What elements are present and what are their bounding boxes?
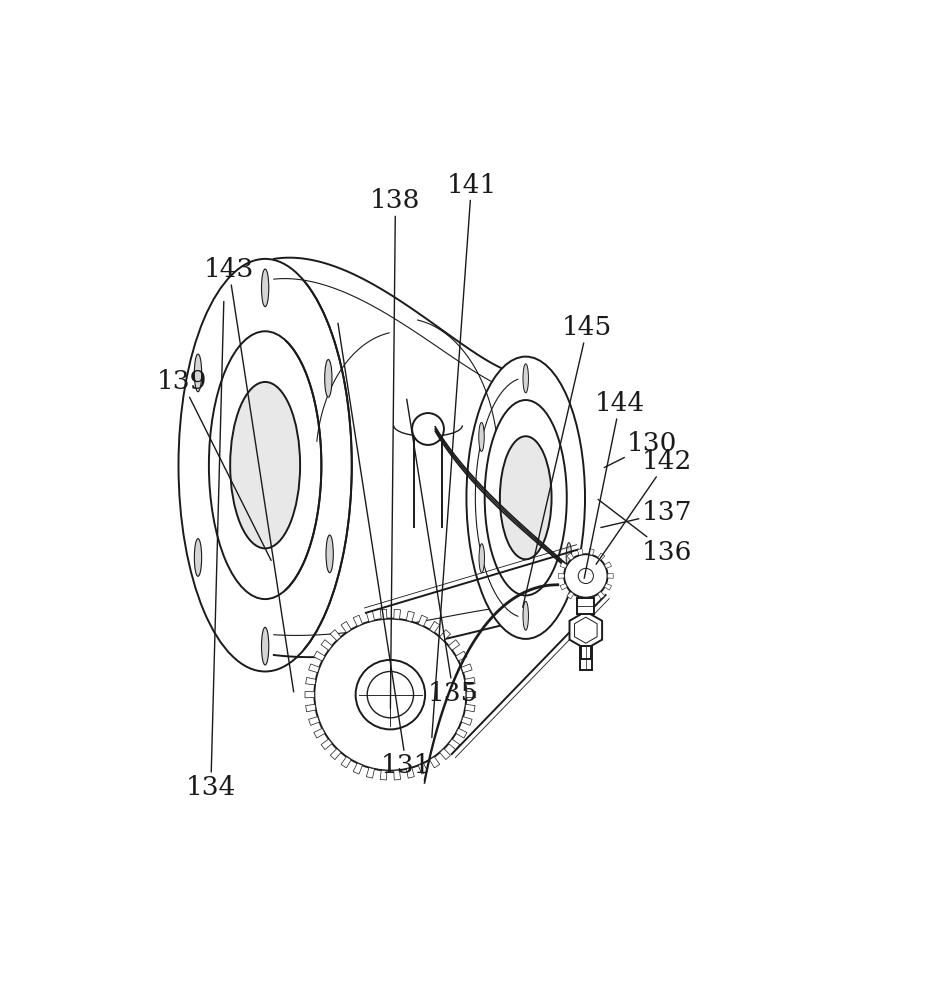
Polygon shape — [406, 768, 415, 778]
Polygon shape — [607, 573, 614, 578]
Ellipse shape — [325, 360, 332, 397]
Polygon shape — [305, 704, 316, 712]
Text: 139: 139 — [157, 369, 271, 560]
Polygon shape — [430, 621, 440, 633]
Circle shape — [578, 568, 593, 584]
Polygon shape — [331, 749, 341, 760]
Ellipse shape — [326, 535, 333, 573]
Polygon shape — [598, 553, 605, 560]
Ellipse shape — [523, 364, 529, 393]
Polygon shape — [588, 549, 594, 555]
Polygon shape — [321, 640, 333, 650]
Polygon shape — [448, 640, 460, 650]
Polygon shape — [598, 592, 605, 599]
Ellipse shape — [209, 331, 321, 599]
Polygon shape — [588, 597, 594, 603]
Polygon shape — [465, 704, 475, 712]
Polygon shape — [418, 763, 428, 774]
Ellipse shape — [194, 539, 202, 576]
Ellipse shape — [566, 543, 572, 572]
Circle shape — [367, 671, 414, 718]
Polygon shape — [305, 677, 316, 685]
Ellipse shape — [262, 627, 269, 665]
Text: 138: 138 — [370, 188, 420, 709]
Polygon shape — [406, 611, 415, 622]
Polygon shape — [305, 691, 315, 698]
Polygon shape — [456, 651, 467, 661]
Polygon shape — [559, 573, 564, 578]
Text: 145: 145 — [523, 315, 613, 607]
Ellipse shape — [485, 400, 567, 595]
Circle shape — [356, 660, 425, 729]
Text: 131: 131 — [338, 323, 432, 778]
Ellipse shape — [466, 357, 585, 639]
Polygon shape — [366, 611, 375, 622]
Polygon shape — [394, 770, 401, 780]
Polygon shape — [380, 770, 387, 780]
Text: 130: 130 — [604, 431, 677, 468]
Polygon shape — [331, 630, 341, 641]
Polygon shape — [440, 630, 450, 641]
Polygon shape — [314, 728, 325, 738]
Polygon shape — [380, 609, 387, 619]
Polygon shape — [341, 621, 351, 633]
Polygon shape — [418, 615, 428, 626]
Polygon shape — [456, 728, 467, 738]
Polygon shape — [353, 615, 362, 626]
Text: 137: 137 — [601, 500, 692, 528]
Bar — [577, 598, 594, 614]
Text: 136: 136 — [598, 499, 692, 565]
Polygon shape — [577, 597, 583, 603]
Polygon shape — [577, 549, 583, 555]
Polygon shape — [560, 562, 567, 568]
Polygon shape — [465, 677, 475, 685]
Text: 144: 144 — [584, 391, 645, 578]
Polygon shape — [394, 609, 401, 619]
Polygon shape — [567, 592, 573, 599]
Polygon shape — [353, 763, 362, 774]
Polygon shape — [560, 584, 567, 590]
Polygon shape — [308, 717, 319, 725]
Polygon shape — [604, 584, 612, 590]
Polygon shape — [567, 553, 573, 560]
Polygon shape — [308, 664, 319, 673]
Ellipse shape — [262, 269, 269, 307]
Text: 134: 134 — [186, 301, 236, 800]
Ellipse shape — [178, 259, 352, 671]
Polygon shape — [314, 651, 325, 661]
Text: 135: 135 — [406, 399, 478, 706]
Polygon shape — [448, 739, 460, 750]
Ellipse shape — [523, 601, 529, 630]
Ellipse shape — [479, 544, 485, 573]
Circle shape — [315, 619, 466, 771]
Ellipse shape — [194, 354, 202, 392]
Polygon shape — [604, 562, 612, 568]
Polygon shape — [430, 757, 440, 768]
Polygon shape — [461, 664, 472, 673]
Ellipse shape — [479, 422, 484, 451]
Bar — [581, 646, 591, 659]
Polygon shape — [366, 768, 375, 778]
Circle shape — [412, 413, 444, 445]
Ellipse shape — [500, 436, 552, 559]
Polygon shape — [440, 749, 450, 760]
Polygon shape — [321, 739, 333, 750]
Polygon shape — [461, 717, 472, 725]
Polygon shape — [466, 691, 475, 698]
Ellipse shape — [230, 382, 300, 548]
Polygon shape — [341, 757, 351, 768]
Bar — [580, 605, 592, 670]
Circle shape — [564, 554, 607, 598]
Text: 142: 142 — [596, 449, 692, 564]
Text: 141: 141 — [432, 173, 497, 737]
Text: 143: 143 — [204, 257, 293, 692]
Polygon shape — [570, 611, 602, 649]
